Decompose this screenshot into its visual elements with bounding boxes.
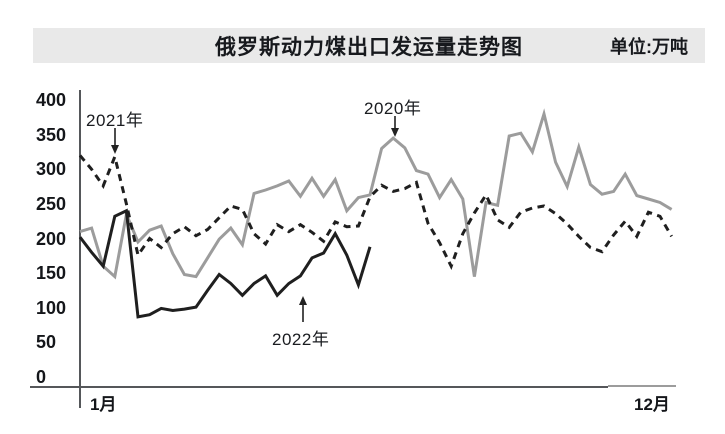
arrow-down-icon-2021 [111,145,119,154]
series-line-2021 [78,151,673,271]
x-axis-label-jan: 1月 [90,395,117,414]
y-tick-label-300: 300 [36,159,67,180]
x-axis-label-dec: 12月 [634,395,670,414]
arrow-down-icon-2020 [391,128,399,137]
series-label-2021: 2021年 [86,111,144,130]
unit-label: 单位:万吨 [610,36,688,57]
y-tick-label-0: 0 [36,367,47,387]
chart-title: 俄罗斯动力煤出口发运量走势图 [215,35,523,59]
series-label-2022: 2022年 [272,330,330,349]
y-tick-label-150: 150 [36,263,67,284]
chart-header: 俄罗斯动力煤出口发运量走势图 单位:万吨 [33,28,705,63]
y-tick-label-250: 250 [36,193,67,214]
y-tick-label-50: 50 [36,332,57,353]
y-tick-label-100: 100 [36,297,67,318]
y-tick-label-400: 400 [36,90,67,110]
series-label-2020: 2020年 [364,99,422,118]
y-tick-label-200: 200 [36,228,67,249]
arrow-up-icon-2022 [299,296,307,305]
series-line-2022 [78,208,372,319]
y-tick-label-350: 350 [36,124,67,145]
series-line-2020 [79,108,673,280]
